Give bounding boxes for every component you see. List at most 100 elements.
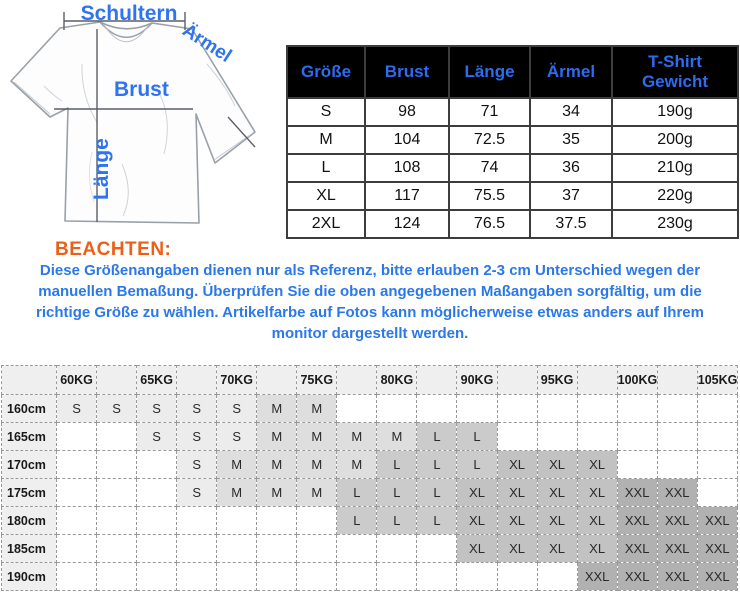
size-column-header: Brust [364, 45, 450, 99]
notice-text: Diese Größenangaben dienen nur als Refer… [36, 262, 704, 342]
size-table-row: L 108 74 36 210g [286, 153, 739, 183]
matrix-size-cell: XXL [656, 562, 698, 591]
matrix-empty-cell [336, 562, 378, 591]
matrix-size-cell: M [256, 394, 298, 423]
matrix-empty-cell [176, 562, 218, 591]
matrix-row: 160cm S S S S S M M [1, 394, 739, 423]
weight-header-spacer [656, 365, 698, 395]
matrix-size-cell: M [216, 450, 258, 479]
matrix-header-row: 60KG 65KG 70KG 75KG 80KG 90KG 95KG 100KG 105KG [1, 365, 739, 395]
matrix-empty-cell [136, 562, 178, 591]
height-row-label: 165cm [1, 422, 57, 451]
matrix-empty-cell [496, 422, 538, 451]
size-value-cell: 74 [448, 153, 531, 183]
matrix-empty-cell [336, 534, 378, 563]
size-table-row: XL 117 75.5 37 220g [286, 181, 739, 211]
weight-header-spacer [176, 365, 218, 395]
matrix-size-cell: L [336, 506, 378, 535]
weight-column-header: 80KG [376, 365, 418, 395]
matrix-size-cell: S [176, 478, 218, 507]
weight-column-header: 75KG [296, 365, 338, 395]
matrix-empty-cell [696, 478, 739, 507]
matrix-size-cell: L [336, 478, 378, 507]
matrix-row: 175cm S M M M L L L XL XL XL XL XXL XXL [1, 478, 739, 507]
matrix-empty-cell [136, 506, 178, 535]
matrix-empty-cell [496, 562, 538, 591]
matrix-size-cell: XL [576, 506, 618, 535]
size-value-cell: 124 [364, 209, 450, 239]
weight-column-header: 105KG [696, 365, 739, 395]
matrix-empty-cell [55, 562, 98, 591]
matrix-body: 160cm S S S S S M M 165cm S S S M M M M L L 170cm S M M M M L L L X… [1, 394, 739, 591]
shoulder-measure-label: Schultern [80, 2, 178, 25]
matrix-empty-cell [696, 422, 739, 451]
matrix-size-cell: M [256, 478, 298, 507]
tshirt-outline-drawing [10, 12, 256, 224]
matrix-size-cell: S [176, 450, 218, 479]
weight-header-spacer [96, 365, 138, 395]
matrix-empty-cell [96, 422, 138, 451]
matrix-empty-cell [576, 422, 618, 451]
weight-header-spacer [576, 365, 618, 395]
matrix-empty-cell [416, 534, 458, 563]
matrix-empty-cell [376, 394, 418, 423]
matrix-row: 165cm S S S M M M M L L [1, 422, 739, 451]
matrix-size-cell: L [456, 450, 498, 479]
weight-column-header: 90KG [456, 365, 498, 395]
matrix-size-cell: M [216, 478, 258, 507]
matrix-empty-cell [576, 394, 618, 423]
size-value-cell: 104 [364, 125, 450, 155]
weight-column-header: 95KG [536, 365, 578, 395]
size-column-header: Länge [448, 45, 531, 99]
matrix-empty-cell [536, 562, 578, 591]
size-value-cell: 200g [611, 125, 739, 155]
size-name-cell: XL [286, 181, 366, 211]
matrix-size-cell: S [136, 394, 178, 423]
size-name-cell: L [286, 153, 366, 183]
size-name-cell: M [286, 125, 366, 155]
size-table-row: 2XL 124 76.5 37.5 230g [286, 209, 739, 239]
matrix-empty-cell [96, 534, 138, 563]
matrix-size-cell: XL [496, 506, 538, 535]
size-table-row: S 98 71 34 190g [286, 97, 739, 127]
matrix-empty-cell [456, 562, 498, 591]
weight-header-spacer [416, 365, 458, 395]
size-value-cell: 117 [364, 181, 450, 211]
matrix-size-cell: M [336, 422, 378, 451]
matrix-empty-cell [176, 506, 218, 535]
matrix-size-cell: L [376, 478, 418, 507]
matrix-size-cell: S [55, 394, 98, 423]
matrix-empty-cell [376, 562, 418, 591]
matrix-size-cell: S [176, 422, 218, 451]
matrix-size-cell: M [336, 450, 378, 479]
weight-column-header: 65KG [136, 365, 178, 395]
matrix-empty-cell [296, 562, 338, 591]
matrix-empty-cell [656, 450, 698, 479]
size-value-cell: 37.5 [529, 209, 613, 239]
matrix-size-cell: L [416, 478, 458, 507]
height-weight-size-matrix: 60KG 65KG 70KG 75KG 80KG 90KG 95KG 100KG 105KG 1… [1, 365, 739, 591]
matrix-size-cell: M [296, 422, 338, 451]
size-measurements-table: Größe Brust Länge Ärmel T-Shirt Gewicht S 98 7… [286, 45, 739, 239]
size-value-cell: 35 [529, 125, 613, 155]
matrix-size-cell: XXL [616, 534, 658, 563]
measurement-lines [54, 12, 256, 222]
matrix-size-cell: M [256, 450, 298, 479]
matrix-empty-cell [416, 562, 458, 591]
matrix-size-cell: XL [536, 506, 578, 535]
notice-heading: BEACHTEN: [55, 239, 172, 260]
matrix-size-cell: XL [536, 478, 578, 507]
chest-measure-label: Brust [114, 78, 169, 101]
size-value-cell: 210g [611, 153, 739, 183]
matrix-empty-cell [216, 534, 258, 563]
size-table-body: S 98 71 34 190g M 104 72.5 35 200g L 108 74 36 210g XL 1… [286, 97, 739, 239]
size-value-cell: 37 [529, 181, 613, 211]
height-row-label: 190cm [1, 562, 57, 591]
length-measure-label: Länge [90, 138, 113, 200]
size-value-cell: 72.5 [448, 125, 531, 155]
matrix-size-cell: XXL [696, 562, 739, 591]
size-value-cell: 71 [448, 97, 531, 127]
matrix-size-cell: XL [576, 450, 618, 479]
matrix-size-cell: XL [576, 534, 618, 563]
matrix-size-cell: S [216, 394, 258, 423]
